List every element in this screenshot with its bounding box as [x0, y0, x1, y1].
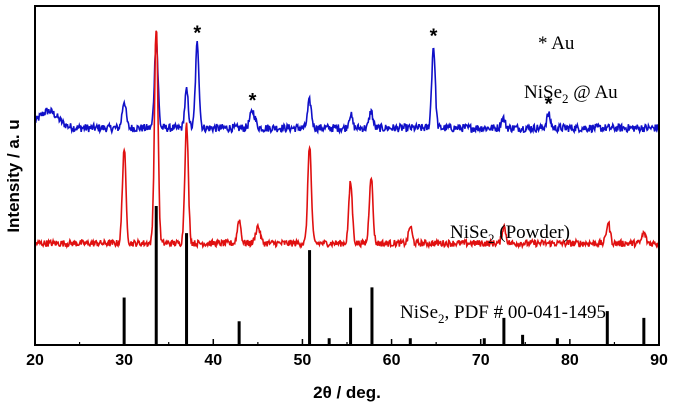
au-marker-3: *	[545, 93, 553, 115]
x-tick-label-70: 70	[472, 352, 490, 369]
x-tick-label-30: 30	[115, 352, 133, 369]
series-label-reference: NiSe2, PDF # 00-041-1495	[400, 302, 606, 326]
x-tick-label-50: 50	[294, 352, 312, 369]
x-tick-label-20: 20	[26, 352, 44, 369]
legend-au: * Au	[538, 33, 575, 54]
x-tick-label-90: 90	[650, 352, 668, 369]
y-axis-title: Intensity / a. u	[4, 119, 23, 232]
au-marker-1: *	[249, 90, 257, 112]
series-line-1	[35, 30, 659, 250]
series-label-nise2-au: NiSe2 @ Au	[524, 82, 618, 106]
x-tick-label-40: 40	[204, 352, 222, 369]
au-marker-0: *	[193, 22, 201, 44]
series-line-0	[35, 40, 659, 136]
reference-sticks-layer	[122, 206, 646, 345]
au-markers-layer: * * * *	[193, 22, 552, 115]
series-label-nise2-powder: NiSe2 (Powder)	[450, 222, 570, 246]
au-marker-2: *	[430, 26, 438, 48]
x-axis-ticks: 20 30 40 50 60 70 80 90	[26, 339, 668, 369]
plot-frame	[34, 5, 660, 346]
x-axis-title: 2θ / deg.	[313, 383, 381, 402]
x-tick-label-60: 60	[383, 352, 401, 369]
x-tick-label-80: 80	[561, 352, 579, 369]
curves-layer	[35, 30, 659, 250]
